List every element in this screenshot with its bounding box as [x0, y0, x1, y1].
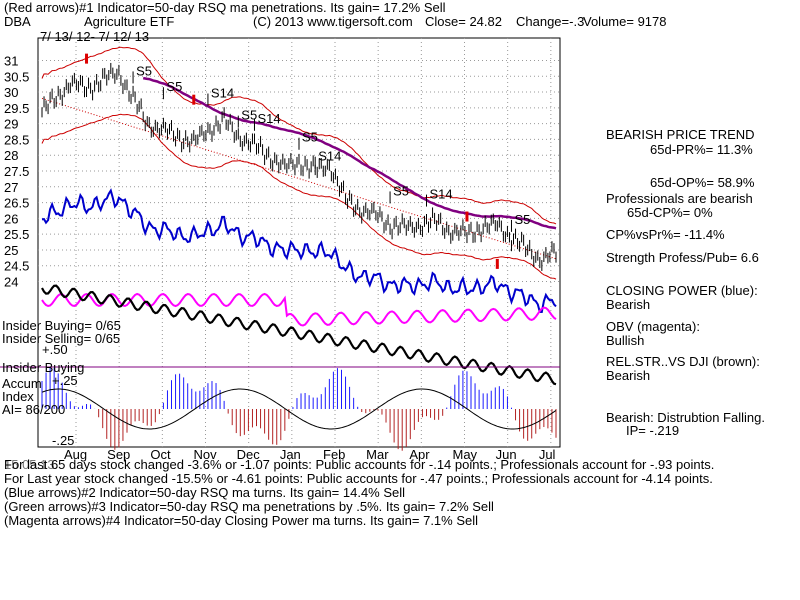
ip-value: IP= -.219 — [626, 423, 680, 438]
accum-index-bars — [41, 367, 557, 451]
closing-power-label: CLOSING POWER (blue): — [606, 283, 758, 298]
relstr-status: Bearish — [606, 368, 651, 383]
rel-str-line — [41, 284, 557, 386]
indicator-lines — [0, 46, 560, 386]
pr-value: 65d-PR%= 11.3% — [650, 142, 753, 157]
x-tick-label: Jan — [280, 447, 301, 462]
footer-line5: (Magenta arrows)#4 Indicator=50-day Clos… — [4, 513, 479, 528]
x-tick-label: Apr — [409, 447, 430, 462]
x-tick-label: Feb — [323, 447, 345, 462]
obv-status: Bullish — [606, 333, 645, 348]
lower-band-line — [41, 113, 557, 280]
accum-tick-minus25: -.25 — [52, 433, 75, 448]
insider-buying-label: Insider Buying — [2, 360, 85, 375]
x-tick-label: Sep — [107, 447, 130, 462]
x-tick-label: Oct — [150, 447, 171, 462]
cpvspr-value: CP%vsPr%= -11.4% — [606, 227, 725, 242]
op-value: 65d-OP%= 58.9% — [650, 175, 755, 190]
upper-band-line — [41, 46, 557, 225]
accum-tick-plus25: +.25 — [52, 373, 78, 388]
y-tick-label: 28 — [4, 148, 18, 163]
accum-note: Bearish: Distrubtion Falling. — [606, 410, 765, 425]
insider-selling-count: Insider Selling= 0/65 — [2, 331, 121, 346]
y-tick-label: 24.5 — [4, 259, 29, 274]
change-value: Change=-.3 — [516, 14, 585, 29]
x-tick-label: Jun — [496, 447, 517, 462]
y-tick-label: 29 — [4, 117, 18, 132]
x-tick-label: May — [453, 447, 478, 462]
obv-line — [41, 292, 557, 327]
axis-ticks: 3130.53029.52928.52827.52726.52625.52524… — [4, 53, 556, 462]
close-value: Close= 24.82 — [425, 14, 502, 29]
footer-overlap-date: 15.05.13 — [4, 457, 55, 472]
y-tick-label: 29.5 — [4, 101, 29, 116]
x-tick-label: Nov — [194, 447, 218, 462]
y-tick-label: 31 — [4, 53, 18, 68]
signal-label: S5 — [514, 212, 530, 227]
price-bars — [41, 62, 557, 271]
signal-label: S5 — [166, 79, 182, 94]
y-tick-label: 30 — [4, 85, 18, 100]
x-tick-label: Jul — [539, 447, 556, 462]
signal-label: S5 — [136, 63, 152, 78]
copyright: (C) 2013 www.tigersoft.com — [253, 14, 413, 29]
y-tick-label: 24 — [4, 275, 18, 290]
accum-label: Accum — [2, 376, 42, 391]
signal-label: S14 — [429, 187, 452, 202]
fund-name: Agriculture ETF — [84, 14, 175, 29]
x-tick-label: Dec — [237, 447, 261, 462]
accum-ma-line — [41, 388, 557, 430]
signal-label: S5 — [393, 183, 409, 198]
x-tick-label: Aug — [64, 447, 87, 462]
x-tick-label: Mar — [366, 447, 389, 462]
footer-line3: (Blue arrows)#2 Indicator=50-day RSQ ma … — [4, 485, 406, 500]
chart-frame — [37, 37, 561, 448]
footer-line4: (Green arrows)#3 Indicator=50-day RSQ ma… — [4, 499, 494, 514]
prof-bearish: Professionals are bearish — [606, 191, 753, 206]
header-line1: (Red arrows)#1 Indicator=50-day RSQ ma p… — [4, 0, 446, 15]
ma50-line — [142, 76, 557, 230]
y-tick-label: 26.5 — [4, 196, 29, 211]
accum-tick-plus50: +.50 — [42, 342, 68, 357]
signal-label: S14 — [211, 86, 234, 101]
signal-label: S14 — [257, 111, 280, 126]
obv-label: OBV (magenta): — [606, 319, 700, 334]
symbol: DBA — [4, 14, 31, 29]
signal-label: S5 — [241, 108, 257, 123]
footer-line2: For Last year stock changed -15.5% or -4… — [4, 471, 713, 486]
y-tick-label: 26 — [4, 211, 18, 226]
y-tick-label: 27 — [4, 180, 18, 195]
y-tick-label: 25.5 — [4, 227, 29, 242]
footer-line1: For last 65 days stock changed -3.6% or … — [4, 457, 715, 472]
closing-power-line — [41, 188, 557, 314]
trend-title: BEARISH PRICE TREND — [606, 127, 755, 142]
date-range: 7/ 13/ 12- 7/ 12/ 13 — [40, 29, 150, 44]
y-tick-label: 30.5 — [4, 69, 29, 84]
ai-value: AI= 86/200 — [2, 402, 66, 417]
signal-label: S5 — [302, 130, 318, 145]
closing-power-status: Bearish — [606, 297, 651, 312]
relstr-label: REL.STR..VS DJI (brown): — [606, 354, 760, 369]
signal-label: S14 — [318, 149, 341, 164]
strength-value: Strength Profess/Pub= 6.6 — [606, 250, 759, 265]
cp-value: 65d-CP%= 0% — [627, 205, 713, 220]
insider-buying-count: Insider Buying= 0/65 — [2, 318, 121, 333]
y-tick-label: 27.5 — [4, 164, 29, 179]
grid — [37, 37, 561, 448]
volume-value: Volume= 9178 — [583, 14, 667, 29]
y-tick-label: 25 — [4, 243, 18, 258]
index-label: Index — [2, 389, 34, 404]
y-tick-label: 28.5 — [4, 132, 29, 147]
